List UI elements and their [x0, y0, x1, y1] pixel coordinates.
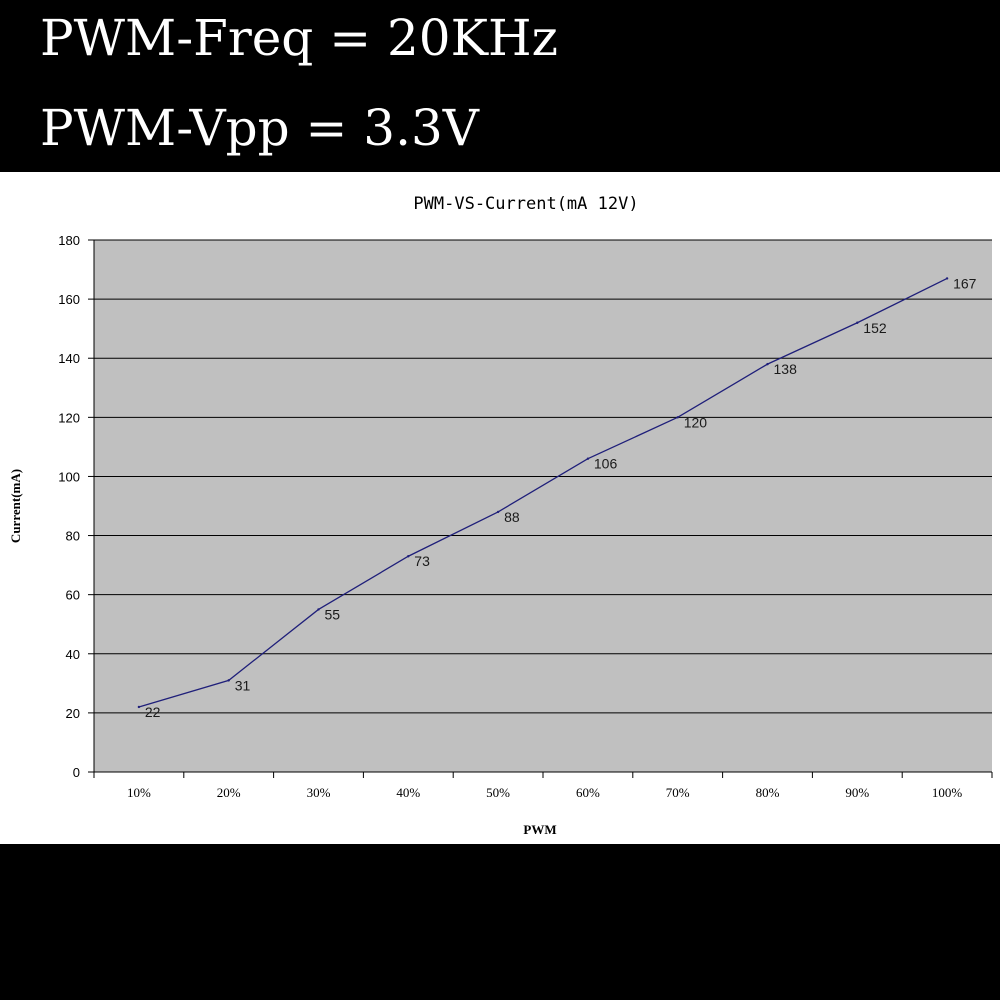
y-tick-label: 40: [66, 647, 80, 662]
data-point: [945, 277, 949, 280]
y-tick-label: 0: [73, 765, 80, 780]
x-tick-label: 100%: [932, 785, 963, 800]
data-point: [137, 705, 141, 709]
data-label: 138: [774, 361, 798, 377]
y-tick-label: 160: [58, 292, 80, 307]
chart-panel: PWM-VS-Current(mA 12V) 0 20 40 60 80 100 120 14…: [0, 172, 1000, 844]
data-label: 73: [414, 553, 430, 569]
y-tick-label: 100: [58, 469, 80, 484]
footer-band: [0, 844, 1000, 1000]
data-labels: 22 31 55 73 88 106 120 138 152 167: [145, 275, 977, 720]
x-tick-label: 90%: [845, 785, 869, 800]
data-label: 31: [235, 677, 251, 693]
pwm-frequency-text: PWM-Freq = 20KHz: [40, 9, 558, 67]
x-axis-label: PWM: [523, 822, 556, 837]
data-point: [317, 608, 320, 611]
x-tick-label: 30%: [307, 785, 331, 800]
y-tick-label: 140: [58, 351, 80, 366]
x-tick-label: 20%: [217, 785, 241, 800]
data-point: [766, 362, 769, 366]
data-label: 88: [504, 509, 520, 525]
data-point: [676, 416, 679, 419]
data-point: [407, 555, 410, 558]
y-axis-label: Current(mA): [8, 469, 23, 543]
data-point: [496, 510, 500, 514]
data-point: [856, 321, 859, 324]
plot-area: [94, 240, 992, 772]
data-label: 55: [325, 606, 341, 622]
grid-lines: [94, 239, 992, 714]
y-tick-label: 180: [58, 233, 80, 248]
data-label: 22: [145, 704, 161, 720]
data-label: 167: [953, 275, 977, 291]
data-label: 106: [594, 456, 618, 472]
y-tick-label: 60: [66, 588, 80, 603]
x-tick-label: 60%: [576, 785, 600, 800]
x-tick-label: 40%: [396, 785, 420, 800]
series-line: [138, 277, 948, 708]
x-tick-label: 50%: [486, 785, 510, 800]
data-label: 152: [863, 320, 887, 336]
x-tick-label: 80%: [756, 785, 780, 800]
x-tick-label: 70%: [666, 785, 690, 800]
y-tick-label: 80: [66, 529, 80, 544]
x-tick-label: 10%: [127, 785, 151, 800]
pwm-vpp-text: PWM-Vpp = 3.3V: [40, 99, 479, 157]
y-axis-ticks: 0 20 40 60 80 100 120 140 160 180: [58, 233, 94, 780]
y-tick-label: 20: [66, 706, 80, 721]
data-label: 120: [684, 414, 708, 430]
y-tick-label: 120: [58, 410, 80, 425]
header-banner: PWM-Freq = 20KHz PWM-Vpp = 3.3V: [0, 0, 1000, 172]
line-chart: PWM-VS-Current(mA 12V) 0 20 40 60 80 100 120 14…: [8, 194, 993, 837]
x-axis-ticks: 10% 20% 30% 40% 50% 60% 70% 80% 90% 100%: [93, 772, 993, 800]
series-current: [137, 277, 949, 709]
data-point: [227, 679, 230, 682]
data-point: [586, 457, 590, 460]
chart-title: PWM-VS-Current(mA 12V): [413, 194, 638, 214]
